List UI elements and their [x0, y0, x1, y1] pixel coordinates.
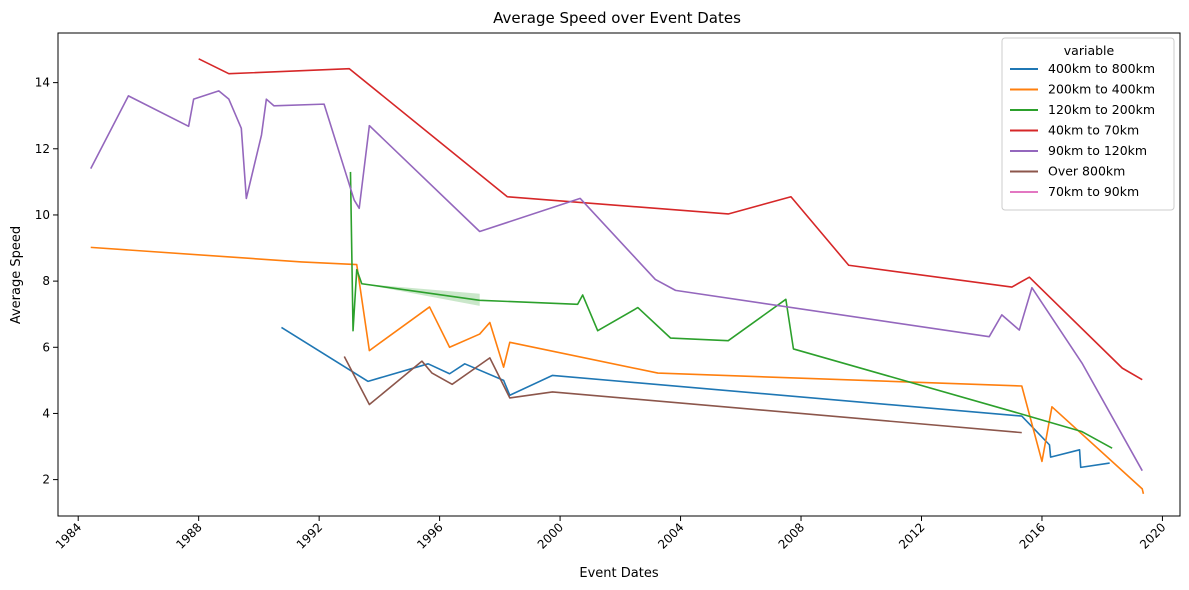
y-tick-label: 10 [35, 208, 50, 222]
y-tick-label: 8 [42, 274, 50, 288]
legend: variable 400km to 800km 200km to 400km 120… [1001, 37, 1175, 211]
series-line-3 [198, 58, 1143, 381]
x-tick-label: 2004 [655, 520, 686, 551]
series-group [90, 58, 1145, 495]
series-band [361, 283, 480, 306]
series-line-2 [349, 171, 1113, 449]
y-axis: 2 4 6 8 10 12 14 [35, 76, 58, 487]
legend-label: 40km to 70km [1048, 123, 1139, 138]
plot-area [57, 32, 1181, 517]
y-tick-label: 2 [42, 473, 50, 487]
x-tick-label: 1988 [173, 520, 204, 551]
y-tick-label: 14 [35, 76, 50, 90]
x-tick-label: 2016 [1017, 520, 1048, 551]
x-tick-label: 2012 [896, 520, 927, 551]
legend-label: 70km to 90km [1048, 184, 1139, 199]
chart-title: Average Speed over Event Dates [493, 9, 741, 27]
legend-label: 200km to 400km [1048, 82, 1155, 97]
y-tick-label: 12 [35, 142, 50, 156]
legend-label: 90km to 120km [1048, 143, 1147, 158]
x-tick-label: 2020 [1137, 520, 1168, 551]
series-line-0 [281, 326, 1110, 469]
series-line-4 [90, 90, 1143, 472]
series-line-5 [343, 356, 1022, 434]
plot-frame [57, 32, 1181, 517]
x-tick-label: 2008 [776, 520, 807, 551]
x-tick-label: 1992 [294, 520, 325, 551]
legend-box [1001, 37, 1175, 211]
x-tick-label: 2000 [535, 520, 566, 551]
x-tick-label: 1984 [53, 520, 84, 551]
x-tick-label: 1996 [414, 520, 445, 551]
legend-label: 400km to 800km [1048, 61, 1155, 76]
legend-label: Over 800km [1048, 164, 1125, 179]
legend-label: 120km to 200km [1048, 102, 1155, 117]
x-axis-label: Event Dates [579, 566, 658, 581]
x-axis: 1984 1988 1992 1996 2000 2004 2008 2012 2016 2020 [53, 516, 1169, 552]
legend-title: variable [1064, 43, 1115, 58]
y-tick-label: 6 [42, 340, 50, 354]
y-tick-label: 4 [42, 406, 50, 420]
y-axis-label: Average Speed [9, 226, 24, 324]
series-line-1 [90, 246, 1145, 495]
